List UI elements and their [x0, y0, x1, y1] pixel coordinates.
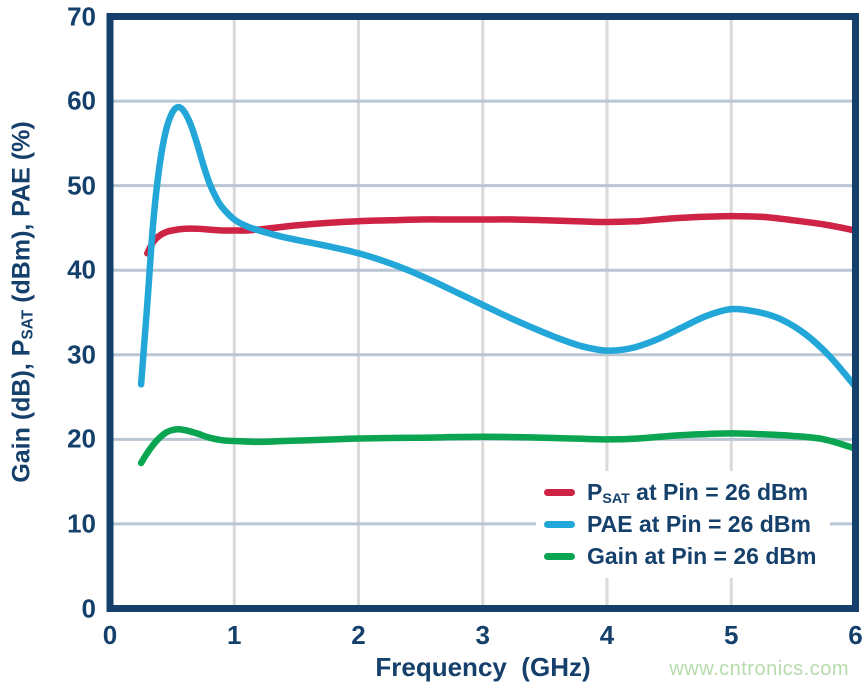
legend-label-sub: SAT	[602, 490, 630, 507]
x-tick-label: 0	[102, 620, 118, 650]
legend-label-pae: PAE at Pin = 26 dBm	[587, 511, 811, 538]
legend-item-pae: PAE at Pin = 26 dBm	[544, 508, 816, 540]
legend-item-psat: PSAT at Pin = 26 dBm	[544, 476, 816, 508]
y-tick-label: 10	[67, 508, 96, 539]
series-line-gain	[137, 425, 859, 467]
x-tick-label: 5	[724, 620, 739, 650]
y-tick-label: 30	[67, 339, 96, 370]
x-tick-label: 2	[351, 620, 366, 650]
watermark: www.cntronics.com	[669, 658, 849, 680]
legend-label-post: at Pin = 26 dBm	[629, 478, 809, 505]
series-line-psat	[144, 212, 859, 257]
legend-swatch-pae	[544, 520, 575, 528]
y-axis-title-sub: SAT	[19, 309, 37, 340]
y-tick-label: 70	[67, 1, 96, 31]
legend-item-gain: Gain at Pin = 26 dBm	[544, 540, 816, 572]
y-tick-label: 50	[67, 170, 96, 201]
legend: PSAT at Pin = 26 dBm PAE at Pin = 26 dBm G…	[536, 471, 831, 578]
series-line-pae	[137, 103, 859, 391]
y-tick-label: 40	[67, 254, 96, 285]
y-tick-label: 0	[81, 593, 96, 623]
x-tick-label: 1	[227, 620, 242, 650]
y-tick-label: 20	[67, 423, 96, 454]
x-axis-title: Frequency (GHz)	[375, 652, 591, 682]
y-tick-label: 60	[67, 85, 96, 116]
legend-label-pre: PAE at Pin = 26 dBm	[587, 510, 811, 537]
x-tick-label: 6	[848, 620, 863, 650]
legend-label-psat: PSAT at Pin = 26 dBm	[587, 478, 809, 507]
legend-swatch-psat	[544, 488, 575, 496]
x-tick-label: 3	[475, 620, 490, 650]
legend-swatch-gain	[544, 552, 575, 560]
legend-label-gain: Gain at Pin = 26 dBm	[587, 543, 816, 570]
legend-label-pre: Gain at Pin = 26 dBm	[587, 542, 817, 569]
plot-border	[106, 13, 859, 612]
x-tick-label: 4	[599, 620, 615, 650]
legend-label-pre: P	[587, 478, 603, 505]
